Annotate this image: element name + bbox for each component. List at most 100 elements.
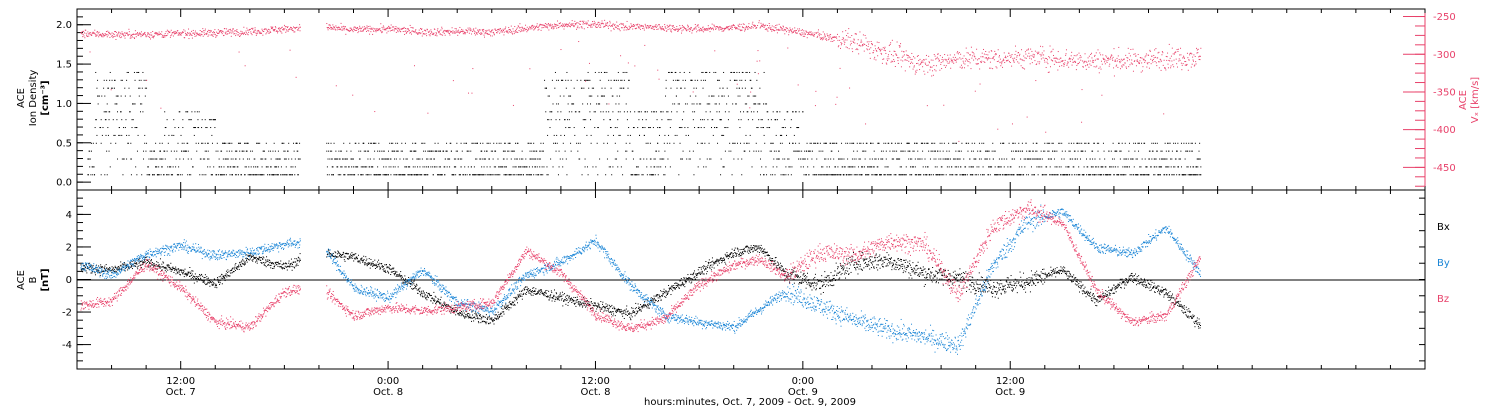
density-point bbox=[964, 166, 966, 168]
density-point bbox=[938, 158, 940, 160]
vx-point bbox=[652, 26, 654, 28]
density-point bbox=[1009, 166, 1011, 168]
density-point bbox=[1160, 166, 1162, 168]
vx-point bbox=[487, 33, 489, 35]
vx-point bbox=[108, 32, 110, 34]
density-point bbox=[167, 174, 169, 176]
vx-point bbox=[714, 26, 716, 28]
vx-point bbox=[697, 24, 699, 26]
density-point bbox=[1044, 174, 1046, 176]
density-point bbox=[504, 142, 506, 144]
density-point bbox=[1011, 158, 1013, 160]
density-point bbox=[378, 174, 380, 176]
density-point bbox=[787, 174, 789, 176]
vx-point bbox=[617, 25, 619, 27]
density-point bbox=[282, 142, 284, 144]
density-point bbox=[663, 174, 665, 176]
density-point bbox=[825, 142, 827, 144]
density-point bbox=[370, 174, 372, 176]
vx-point bbox=[453, 31, 455, 33]
density-point bbox=[338, 150, 340, 152]
density-point bbox=[1026, 150, 1028, 152]
vx-point bbox=[359, 27, 361, 29]
density-point bbox=[549, 127, 551, 129]
density-point bbox=[375, 174, 377, 176]
vx-point bbox=[447, 29, 449, 31]
vx-point bbox=[812, 32, 814, 34]
density-point bbox=[888, 142, 890, 144]
density-point bbox=[153, 150, 155, 152]
density-point bbox=[339, 158, 341, 160]
density-point bbox=[441, 174, 443, 176]
vx-point bbox=[594, 23, 596, 25]
vx-point bbox=[117, 34, 119, 36]
density-point bbox=[190, 174, 192, 176]
density-point bbox=[1046, 142, 1048, 144]
vx-point bbox=[479, 29, 481, 31]
density-point bbox=[1020, 150, 1022, 152]
vx-point bbox=[410, 31, 412, 33]
vx-point bbox=[342, 28, 344, 30]
density-point bbox=[715, 71, 717, 73]
density-point bbox=[660, 111, 662, 113]
vx-point bbox=[803, 30, 805, 32]
density-point bbox=[1114, 150, 1116, 152]
vx-point bbox=[274, 29, 276, 31]
density-point bbox=[1112, 158, 1114, 160]
vx-point bbox=[344, 27, 346, 29]
vx-point bbox=[335, 85, 337, 87]
density-point bbox=[681, 119, 683, 121]
density-point bbox=[548, 119, 550, 121]
vx-point bbox=[232, 28, 234, 30]
density-point bbox=[721, 95, 723, 97]
density-point bbox=[225, 158, 227, 160]
vx-point bbox=[185, 32, 187, 34]
vx-point bbox=[153, 37, 155, 39]
vx-point bbox=[796, 32, 798, 34]
density-point bbox=[116, 119, 118, 121]
vx-point bbox=[874, 48, 876, 50]
density-point bbox=[1060, 174, 1062, 176]
density-point bbox=[1064, 174, 1066, 176]
density-point bbox=[720, 119, 722, 121]
density-point bbox=[1159, 158, 1161, 160]
density-point bbox=[1061, 150, 1063, 152]
density-point bbox=[565, 87, 567, 89]
density-point bbox=[824, 158, 826, 160]
vx-point bbox=[334, 29, 336, 31]
density-point bbox=[1018, 142, 1020, 144]
density-point bbox=[355, 142, 357, 144]
vx-point bbox=[471, 92, 473, 94]
density-point bbox=[752, 95, 754, 97]
density-point bbox=[1040, 158, 1042, 160]
density-point bbox=[351, 166, 353, 168]
vx-point bbox=[216, 31, 218, 33]
density-point bbox=[1177, 166, 1179, 168]
density-point bbox=[256, 142, 258, 144]
vx-point bbox=[427, 31, 429, 33]
vx-point bbox=[819, 33, 821, 35]
density-point bbox=[149, 150, 151, 152]
vx-point bbox=[84, 37, 86, 39]
density-point bbox=[170, 150, 172, 152]
density-point bbox=[1194, 174, 1196, 176]
vx-point bbox=[533, 29, 535, 31]
density-point bbox=[326, 142, 328, 144]
vx-point bbox=[768, 22, 770, 24]
density-point bbox=[263, 174, 265, 176]
density-point bbox=[881, 158, 883, 160]
vx-point bbox=[461, 31, 463, 33]
density-point bbox=[634, 174, 636, 176]
density-point bbox=[1073, 166, 1075, 168]
density-point bbox=[646, 158, 648, 160]
vx-point bbox=[374, 28, 376, 30]
density-point bbox=[182, 119, 184, 121]
density-point bbox=[210, 119, 212, 121]
density-point bbox=[259, 142, 261, 144]
density-point bbox=[715, 127, 717, 129]
density-point bbox=[104, 95, 106, 97]
density-point bbox=[343, 142, 345, 144]
density-point bbox=[205, 174, 207, 176]
density-point bbox=[629, 142, 631, 144]
density-point bbox=[721, 95, 723, 97]
